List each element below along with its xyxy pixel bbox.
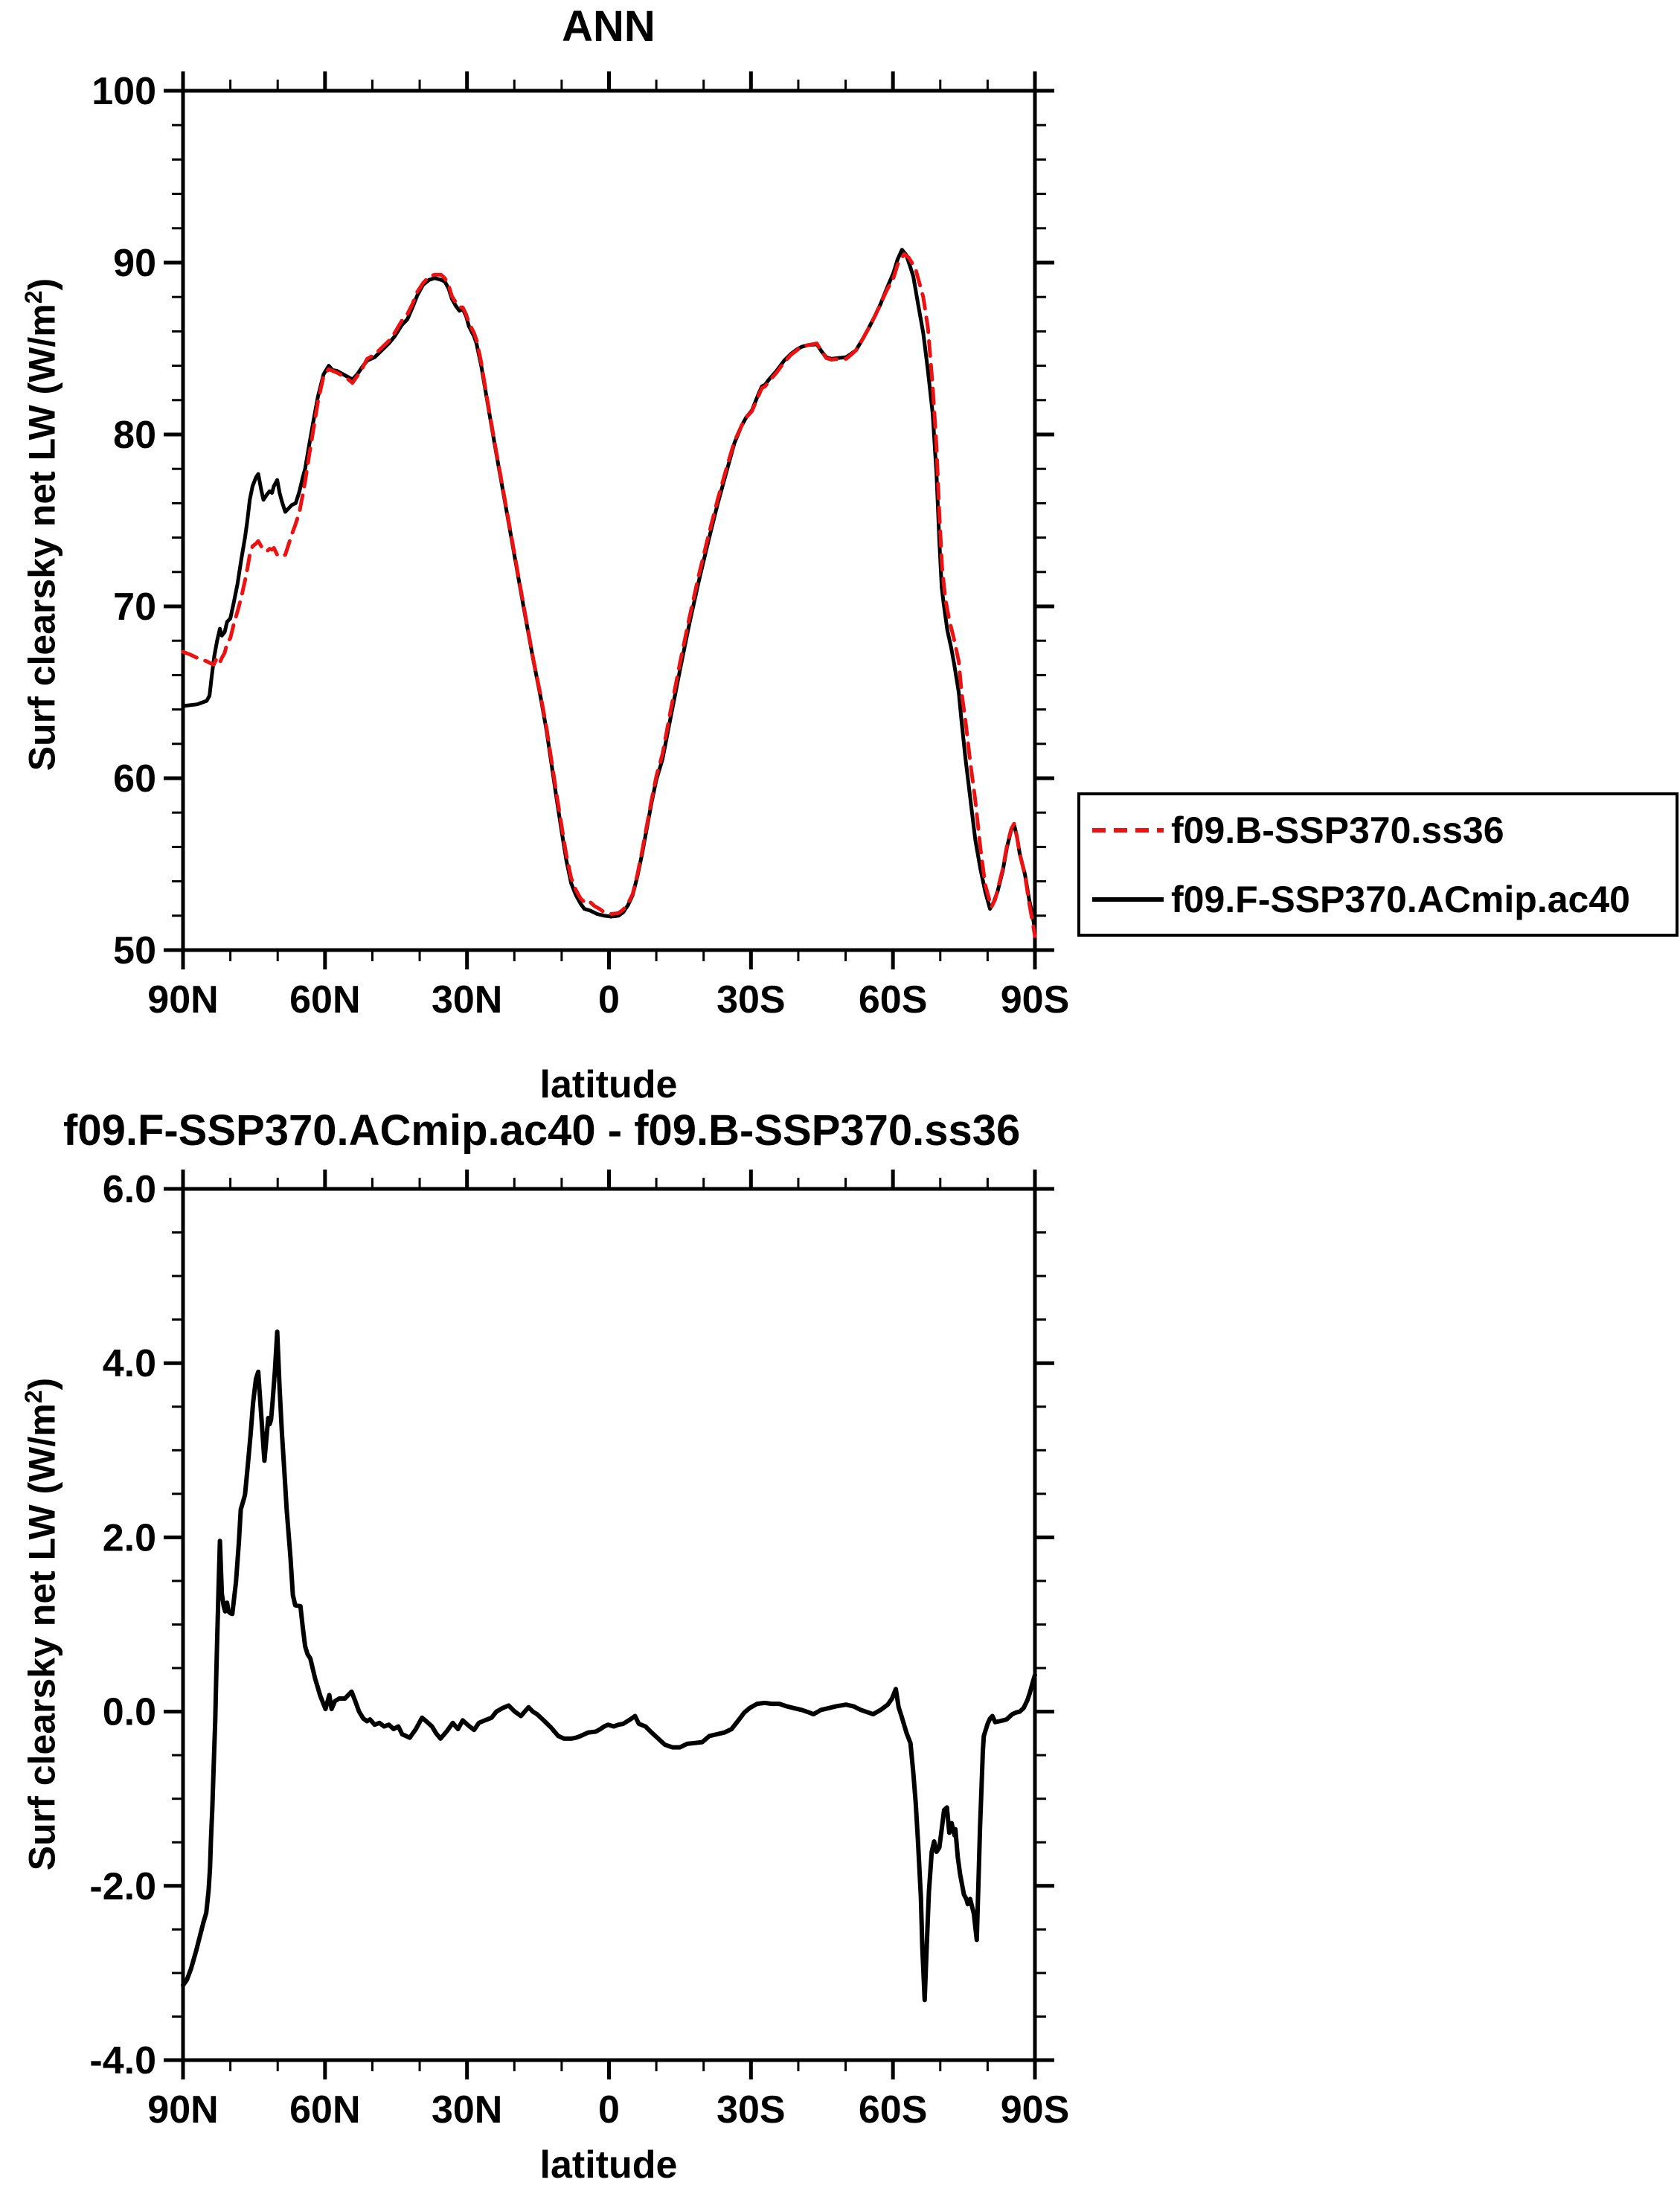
series-line-f09.B-SSP370.ss36 <box>181 251 1037 938</box>
tick-labels: 50 60 70 80 90 100 90N 60N 30N 0 30S 60S 90S <box>92 70 1069 1021</box>
ylabel-text: Surf clearsky net LW (W/m <box>21 304 63 772</box>
top-chart-xlabel: latitude <box>539 1063 678 1106</box>
legend-label: f09.B-SSP370.ss36 <box>1171 809 1504 851</box>
y-tick-label: 2.0 <box>103 1516 156 1559</box>
y-tick-label: 70 <box>113 586 156 629</box>
y-tick-label: 60 <box>113 757 156 801</box>
ylabel-text-close: ) <box>21 278 63 291</box>
x-tick-label: 0 <box>598 978 620 1021</box>
x-tick-label: 0 <box>598 2088 620 2132</box>
legend-label: f09.F-SSP370.ACmip.ac40 <box>1171 878 1630 920</box>
ylabel-superscript: 2 <box>20 290 47 304</box>
top-chart-title: ANN <box>562 2 655 51</box>
x-tick-label: 30S <box>716 978 786 1021</box>
y-tick-label: 4.0 <box>103 1342 156 1385</box>
y-tick-label: -4.0 <box>89 2039 156 2082</box>
bottom-chart-title: f09.F-SSP370.ACmip.ac40 - f09.B-SSP370.s… <box>63 1106 1021 1155</box>
chart-0: 50 60 70 80 90 100 90N 60N 30N 0 30S 60S 90S <box>92 70 1069 1021</box>
bottom-chart-ylabel: Surf clearsky net LW (W/m2) <box>7 1282 63 1966</box>
y-tick-label: 100 <box>92 70 156 113</box>
y-tick-label: 90 <box>113 242 156 285</box>
bottom-chart-xlabel: latitude <box>539 2143 678 2187</box>
ylabel-text: Surf clearsky net LW (W/m <box>21 1403 63 1871</box>
x-tick-label: 30N <box>432 978 502 1021</box>
y-tick-label: 6.0 <box>103 1168 156 1211</box>
legend-box: f09.B-SSP370.ss36 f09.F-SSP370.ACmip.ac4… <box>1077 792 1679 937</box>
plot-frame <box>181 1187 1037 2062</box>
series-line-f09.F-SSP370.ACmip.ac40 <box>181 248 1037 931</box>
x-tick-label: 60N <box>289 2088 360 2132</box>
black-solid-line-sample <box>1092 897 1164 902</box>
plot-frame <box>181 89 1037 952</box>
y-tick-label: -2.0 <box>89 1865 156 1908</box>
axis-ticks <box>164 71 1054 969</box>
ylabel-text-close: ) <box>21 1377 63 1391</box>
legend-item-f-ssp370: f09.F-SSP370.ACmip.ac40 <box>1080 877 1676 922</box>
y-tick-label: 0.0 <box>103 1691 156 1734</box>
chart-1: -4.0 -2.0 0.0 2.0 4.0 6.0 90N 60N 30N 0 30S 60S 90S <box>89 1168 1069 2132</box>
x-tick-label: 60S <box>859 2088 928 2132</box>
x-tick-label: 30N <box>432 2088 502 2132</box>
axis-ticks <box>164 1170 1054 2079</box>
ylabel-superscript: 2 <box>20 1390 47 1404</box>
x-tick-label: 90S <box>1001 978 1070 1021</box>
series-line-difference <box>181 1330 1037 2003</box>
y-tick-label: 80 <box>113 414 156 457</box>
red-dashed-line-sample <box>1092 827 1164 833</box>
tick-labels: -4.0 -2.0 0.0 2.0 4.0 6.0 90N 60N 30N 0 30S 60S 90S <box>89 1168 1069 2132</box>
x-tick-label: 90S <box>1001 2088 1070 2132</box>
x-tick-label: 30S <box>716 2088 786 2132</box>
y-tick-label: 50 <box>113 929 156 972</box>
x-tick-label: 60N <box>289 978 360 1021</box>
x-tick-label: 90N <box>147 978 218 1021</box>
legend-item-b-ssp370: f09.B-SSP370.ss36 <box>1080 808 1676 853</box>
top-chart-ylabel: Surf clearsky net LW (W/m2) <box>7 182 63 867</box>
x-tick-label: 60S <box>859 978 928 1021</box>
x-tick-label: 90N <box>147 2088 218 2132</box>
